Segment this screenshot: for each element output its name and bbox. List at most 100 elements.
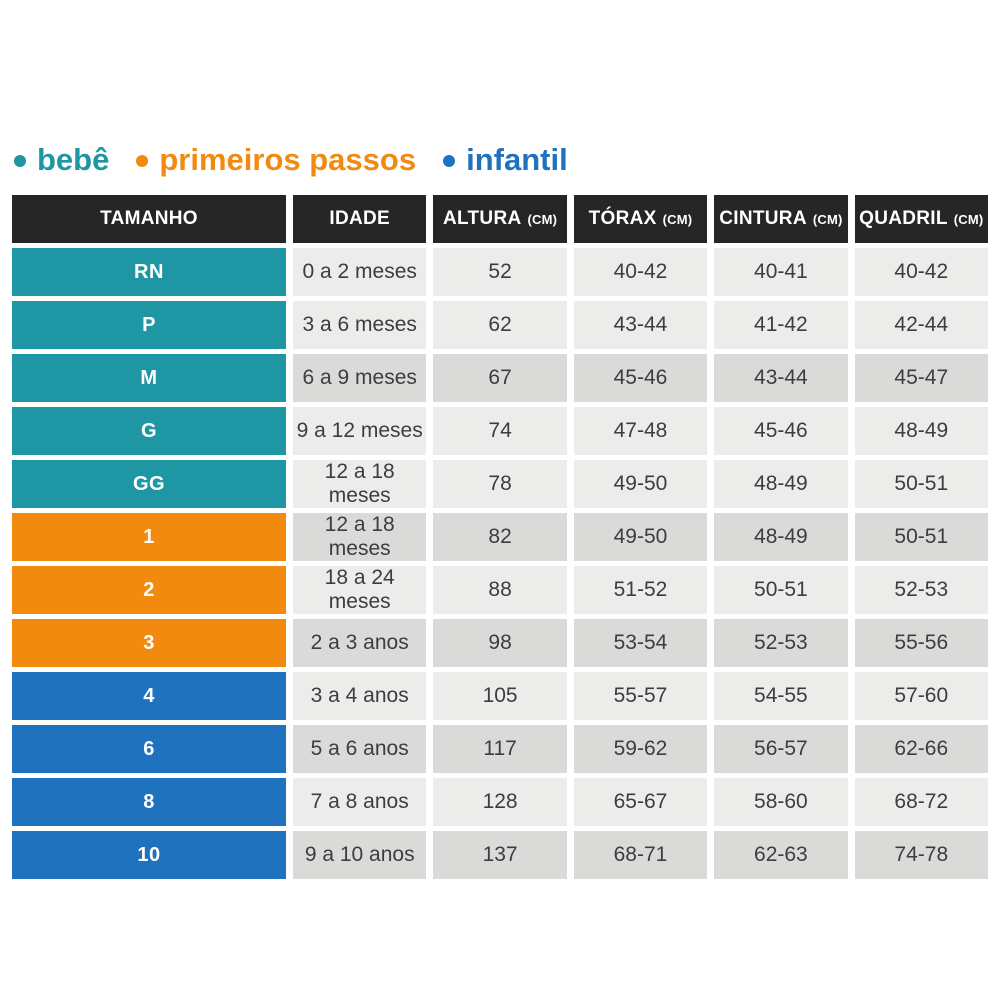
torax-cell: 59-62: [573, 725, 708, 773]
altura-cell: 88: [433, 566, 567, 614]
legend-label: infantil: [466, 142, 568, 177]
quadril-cell: 48-49: [854, 407, 988, 455]
idade-cell: 3 a 4 anos: [293, 672, 427, 720]
torax-cell: 47-48: [573, 407, 708, 455]
legend-label: primeiros passos: [159, 142, 417, 177]
legend: bebê primeiros passos infantil: [14, 144, 568, 175]
quadril-cell: 45-47: [854, 354, 988, 402]
idade-cell: 6 a 9 meses: [293, 354, 427, 402]
column-header-idade: IDADE: [293, 195, 427, 243]
size-cell: 10: [12, 831, 286, 879]
idade-cell: 12 a 18 meses: [293, 460, 427, 508]
cintura-cell: 58-60: [714, 778, 848, 826]
altura-cell: 62: [433, 301, 567, 349]
altura-cell: 52: [433, 248, 567, 296]
torax-cell: 68-71: [573, 831, 708, 879]
quadril-cell: 62-66: [854, 725, 988, 773]
torax-cell: 45-46: [573, 354, 708, 402]
idade-cell: 0 a 2 meses: [293, 248, 427, 296]
altura-cell: 74: [433, 407, 567, 455]
altura-cell: 128: [433, 778, 567, 826]
cintura-cell: 54-55: [714, 672, 848, 720]
altura-cell: 78: [433, 460, 567, 508]
column-header-quadril: QUADRIL (CM): [854, 195, 988, 243]
size-cell: GG: [12, 460, 286, 508]
quadril-cell: 55-56: [854, 619, 988, 667]
column-header-label: QUADRIL: [859, 208, 948, 229]
column-header-label: CINTURA: [719, 208, 807, 229]
quadril-cell: 68-72: [854, 778, 988, 826]
idade-cell: 12 a 18 meses: [293, 513, 427, 561]
idade-cell: 9 a 10 anos: [293, 831, 427, 879]
altura-cell: 98: [433, 619, 567, 667]
size-cell: 3: [12, 619, 286, 667]
cintura-cell: 40-41: [714, 248, 848, 296]
column-header-label: IDADE: [329, 208, 390, 229]
cintura-cell: 52-53: [714, 619, 848, 667]
quadril-cell: 74-78: [854, 831, 988, 879]
column-header-unit: (CM): [662, 211, 693, 227]
torax-cell: 43-44: [573, 301, 708, 349]
altura-cell: 105: [433, 672, 567, 720]
altura-cell: 67: [433, 354, 567, 402]
column-header-unit: (CM): [812, 211, 843, 227]
column-header-torax: TÓRAX (CM): [573, 195, 708, 243]
cintura-cell: 50-51: [714, 566, 848, 614]
quadril-cell: 57-60: [854, 672, 988, 720]
column-header-tamanho: TAMANHO: [12, 195, 286, 243]
size-cell: 1: [12, 513, 286, 561]
size-cell: 2: [12, 566, 286, 614]
torax-cell: 49-50: [573, 460, 708, 508]
bullet-icon: [14, 155, 26, 167]
cintura-cell: 45-46: [714, 407, 848, 455]
size-cell: 6: [12, 725, 286, 773]
idade-cell: 7 a 8 anos: [293, 778, 427, 826]
bullet-icon: [136, 155, 149, 167]
quadril-cell: 40-42: [854, 248, 988, 296]
idade-cell: 9 a 12 meses: [293, 407, 427, 455]
column-header-altura: ALTURA (CM): [433, 195, 567, 243]
idade-cell: 3 a 6 meses: [293, 301, 427, 349]
bullet-icon: [443, 155, 456, 167]
column-header-unit: (CM): [953, 211, 984, 227]
column-header-unit: (CM): [527, 211, 558, 227]
quadril-cell: 50-51: [854, 513, 988, 561]
legend-item-bebe: bebê: [14, 144, 109, 175]
altura-cell: 137: [433, 831, 567, 879]
quadril-cell: 42-44: [854, 301, 988, 349]
cintura-cell: 56-57: [714, 725, 848, 773]
legend-item-infantil: infantil: [443, 144, 568, 175]
size-cell: 8: [12, 778, 286, 826]
size-cell: G: [12, 407, 286, 455]
cintura-cell: 62-63: [714, 831, 848, 879]
legend-item-primeiros-passos: primeiros passos: [136, 144, 416, 175]
column-header-cintura: CINTURA (CM): [714, 195, 848, 243]
quadril-cell: 50-51: [854, 460, 988, 508]
cintura-cell: 48-49: [714, 513, 848, 561]
size-cell: RN: [12, 248, 286, 296]
altura-cell: 117: [433, 725, 567, 773]
cintura-cell: 43-44: [714, 354, 848, 402]
legend-label: bebê: [37, 142, 110, 177]
cintura-cell: 48-49: [714, 460, 848, 508]
torax-cell: 40-42: [573, 248, 708, 296]
size-cell: 4: [12, 672, 286, 720]
cintura-cell: 41-42: [714, 301, 848, 349]
quadril-cell: 52-53: [854, 566, 988, 614]
torax-cell: 65-67: [573, 778, 708, 826]
column-header-label: TAMANHO: [100, 208, 198, 229]
size-cell: M: [12, 354, 286, 402]
size-cell: P: [12, 301, 286, 349]
altura-cell: 82: [433, 513, 567, 561]
torax-cell: 53-54: [573, 619, 708, 667]
idade-cell: 5 a 6 anos: [293, 725, 427, 773]
size-table: TAMANHO IDADE ALTURA (CM) TÓRAX (CM) CIN…: [12, 195, 988, 879]
column-header-label: ALTURA: [443, 208, 522, 229]
torax-cell: 55-57: [573, 672, 708, 720]
torax-cell: 49-50: [573, 513, 708, 561]
idade-cell: 18 a 24 meses: [293, 566, 427, 614]
idade-cell: 2 a 3 anos: [293, 619, 427, 667]
column-header-label: TÓRAX: [588, 208, 657, 229]
torax-cell: 51-52: [573, 566, 708, 614]
